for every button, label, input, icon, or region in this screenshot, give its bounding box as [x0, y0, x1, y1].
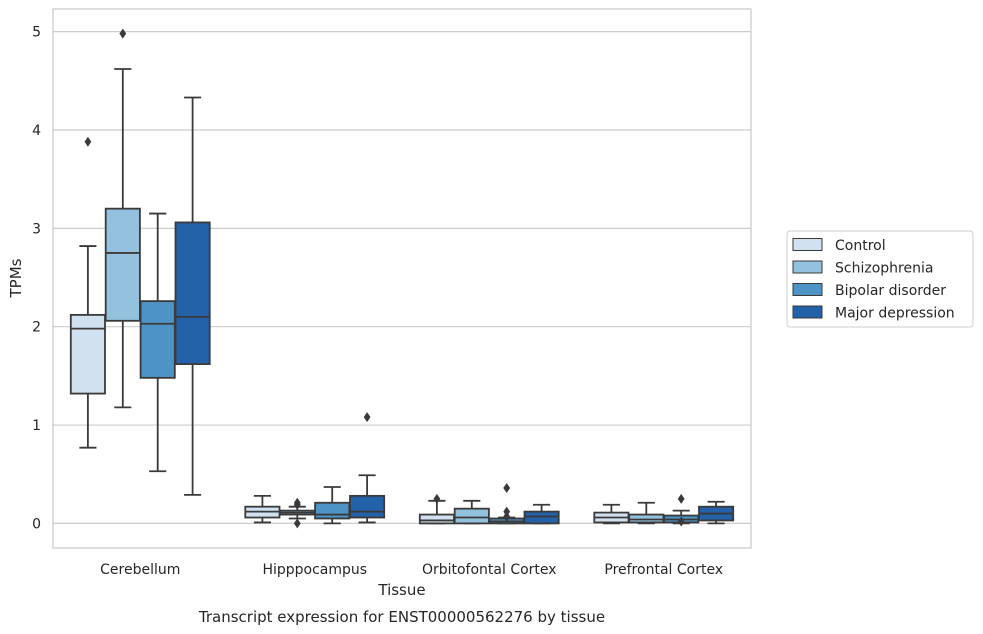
box-plots [69, 28, 735, 529]
legend-label: Bipolar disorder [835, 283, 946, 299]
box [418, 513, 455, 525]
box-plot [453, 499, 490, 525]
chart-caption: Transcript expression for ENST0000056227… [198, 608, 605, 626]
box [139, 300, 176, 379]
legend-frame [786, 230, 974, 328]
box-plot [418, 493, 455, 525]
y-tick-labels: 0 1 2 3 4 5 [32, 25, 41, 533]
x-tick-label: Orbitofontal Cortex [422, 562, 557, 578]
box [628, 513, 665, 524]
x-tick-label: Cerebellum [100, 562, 180, 578]
box [349, 494, 386, 519]
box [453, 507, 490, 525]
box [523, 510, 560, 525]
legend-label: Schizophrenia [835, 261, 933, 277]
x-tick-label: Prefrontal Cortex [604, 562, 723, 578]
box-plot [174, 96, 211, 496]
y-tick-label: 4 [32, 123, 41, 139]
outlier-point [677, 516, 685, 527]
outlier-point [293, 518, 301, 529]
y-tick-label: 0 [32, 516, 41, 532]
legend-label: Major depression [835, 306, 955, 322]
box-plot [523, 503, 560, 525]
box-plot [104, 28, 141, 409]
outlier-point [503, 511, 511, 522]
outlier-point [363, 412, 371, 423]
x-tick-labels: Cerebellum Hipppocampus Orbitofontal Corte… [100, 562, 723, 578]
box-plot [244, 494, 281, 524]
box-plot [69, 136, 106, 449]
outlier-point [84, 136, 92, 147]
box-plot [663, 493, 700, 527]
y-tick-label: 5 [32, 25, 41, 41]
legend-label: Control [835, 238, 886, 254]
box-plot [698, 500, 735, 525]
box [314, 501, 351, 520]
outlier-point [119, 28, 127, 39]
box [104, 207, 141, 322]
x-tick-label: Hipppocampus [262, 562, 367, 578]
box-plot [279, 497, 316, 529]
box-plot [349, 412, 386, 524]
box [69, 313, 106, 395]
outlier-point [293, 499, 301, 510]
plot-background [53, 9, 751, 548]
legend-swatch [792, 238, 823, 251]
outlier-point [503, 483, 511, 494]
legend-swatch [792, 260, 823, 274]
y-tick-label: 1 [32, 418, 41, 434]
outlier-point [677, 493, 685, 504]
box-plot [139, 212, 176, 473]
x-axis-label: Tissue [377, 581, 425, 599]
y-tick-label: 2 [32, 320, 41, 336]
y-axis-label: TPMs [7, 258, 25, 298]
outlier-point [433, 493, 441, 504]
box [174, 221, 211, 365]
legend: Control Schizophrenia Bipolar disorder Majo… [786, 230, 974, 328]
legend-swatch [792, 305, 823, 319]
legend-swatch [792, 283, 823, 296]
y-tick-label: 3 [32, 221, 41, 237]
plot-frame [52, 8, 752, 549]
